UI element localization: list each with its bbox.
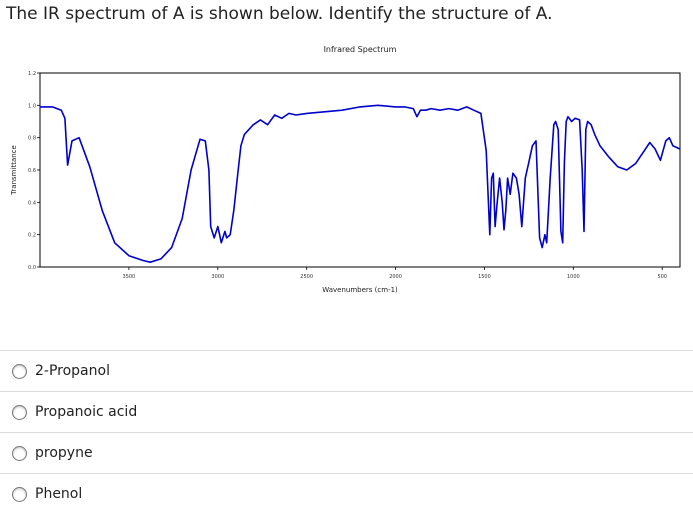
x-tick-label: 2500 [300, 274, 313, 280]
x-tick-label: 1000 [567, 274, 580, 280]
plot-frame [39, 72, 681, 268]
option-label: propyne [35, 445, 93, 461]
answer-options: 2-Propanol Propanoic acid propyne Phenol [0, 350, 693, 514]
ir-spectrum-chart: Infrared Spectrum 0.0 0.2 0.4 0.6 0.8 1.0 1.2 35… [0, 38, 693, 308]
x-tick-label: 500 [657, 274, 667, 280]
y-tick-label: 0.8 [28, 136, 36, 142]
x-tick-label: 2000 [389, 274, 402, 280]
y-tick-label: 1.0 [28, 103, 36, 109]
radio-button[interactable] [12, 363, 27, 379]
option-phenol[interactable]: Phenol [0, 473, 693, 514]
option-label: 2-Propanol [35, 363, 110, 379]
y-tick-label: 0.6 [28, 168, 36, 174]
y-tick-label: 1.2 [28, 71, 36, 77]
spectrum-line [40, 104, 681, 263]
y-tick-label: 0.2 [28, 233, 36, 239]
option-propanoic-acid[interactable]: Propanoic acid [0, 391, 693, 432]
option-propyne[interactable]: propyne [0, 432, 693, 473]
radio-button[interactable] [12, 404, 27, 420]
y-tick-label: 0.4 [28, 200, 36, 206]
x-axis-label: Wavenumbers (cm-1) [322, 286, 398, 294]
chart-svg: Infrared Spectrum 0.0 0.2 0.4 0.6 0.8 1.0 1.2 35… [10, 45, 681, 294]
y-tick-label: 0.0 [28, 265, 36, 271]
x-tick-label: 3500 [123, 274, 136, 280]
radio-button[interactable] [12, 486, 27, 502]
option-label: Phenol [35, 486, 83, 502]
chart-title: Infrared Spectrum [324, 45, 397, 54]
x-tick-label: 1500 [478, 274, 491, 280]
radio-button[interactable] [12, 445, 27, 461]
y-axis-label: Transmittance [10, 145, 18, 196]
question-text: The IR spectrum of A is shown below. Ide… [6, 4, 553, 24]
option-label: Propanoic acid [35, 404, 138, 420]
x-tick-label: 3000 [211, 274, 224, 280]
option-2-propanol[interactable]: 2-Propanol [0, 350, 693, 391]
